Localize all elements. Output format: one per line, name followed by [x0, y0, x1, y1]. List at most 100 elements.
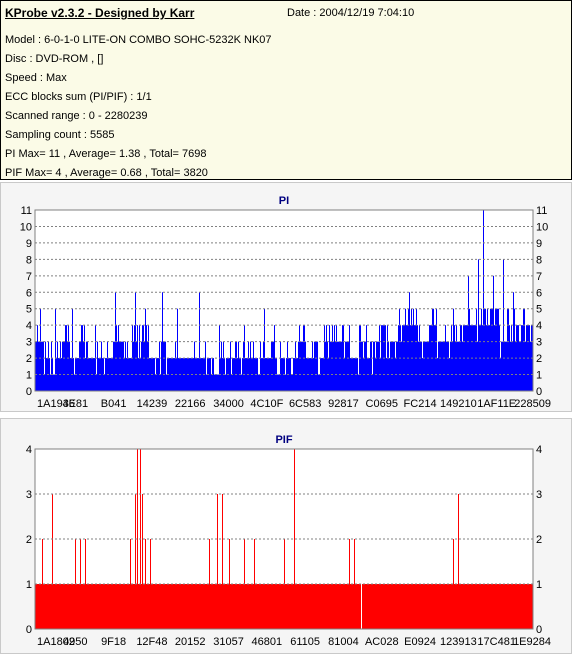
data-bar	[398, 584, 399, 629]
data-bar	[398, 325, 399, 391]
data-bar	[52, 494, 53, 629]
data-bar	[154, 584, 155, 629]
data-bar	[129, 358, 130, 391]
data-bar	[160, 584, 161, 629]
data-bar	[269, 358, 270, 391]
data-bar	[170, 358, 171, 391]
data-bar	[530, 341, 531, 391]
data-bar	[426, 584, 427, 629]
data-bar	[258, 584, 259, 629]
data-bar	[211, 584, 212, 629]
data-bar	[431, 584, 432, 629]
data-bar	[97, 584, 98, 629]
data-bar	[323, 584, 324, 629]
data-bar	[209, 358, 210, 391]
data-bar	[496, 584, 497, 629]
data-bar	[519, 584, 520, 629]
y-tick-label-left: 8	[26, 254, 32, 266]
data-bar	[527, 584, 528, 629]
data-bar	[447, 341, 448, 391]
data-bar	[416, 308, 417, 391]
data-bar	[54, 584, 55, 629]
data-bar	[99, 584, 100, 629]
data-bar	[121, 341, 122, 391]
data-bar	[199, 584, 200, 629]
data-bar	[417, 584, 418, 629]
data-bar	[105, 358, 106, 391]
data-bar	[141, 584, 142, 629]
data-bar	[126, 358, 127, 391]
data-bar	[349, 539, 350, 629]
data-bar	[50, 374, 51, 391]
data-bar	[369, 584, 370, 629]
data-bar	[463, 584, 464, 629]
pi-chart-panel: PI 0 0 1 1 2 2 3 3 4 4 5 5 6 6 7 7 8 8 9 9 10 10 11 11 1A1936 4E81…	[0, 182, 572, 412]
data-bar	[43, 584, 44, 629]
data-bar	[38, 584, 39, 629]
data-bar	[477, 341, 478, 391]
data-bar	[528, 584, 529, 629]
data-bar	[149, 584, 150, 629]
data-bar	[251, 584, 252, 629]
data-bar	[462, 584, 463, 629]
data-bar	[486, 584, 487, 629]
data-bar	[304, 584, 305, 629]
data-bar	[106, 584, 107, 629]
data-bar	[486, 325, 487, 391]
data-bar	[123, 341, 124, 391]
data-bar	[380, 584, 381, 629]
data-bar	[198, 584, 199, 629]
data-bar	[306, 584, 307, 629]
x-tick-label: E0924	[404, 636, 436, 648]
data-bar	[150, 539, 151, 629]
data-bar	[448, 341, 449, 391]
data-bar	[224, 584, 225, 629]
data-bar	[370, 341, 371, 391]
data-bar	[190, 584, 191, 629]
data-bar	[248, 341, 249, 391]
data-bar	[166, 374, 167, 391]
data-bar	[297, 358, 298, 391]
data-bar	[285, 584, 286, 629]
data-bar	[504, 341, 505, 391]
data-bar	[61, 358, 62, 391]
data-bar	[55, 584, 56, 629]
data-bar	[332, 584, 333, 629]
x-tick-label: 61105	[290, 636, 320, 648]
data-bar	[471, 584, 472, 629]
data-bar	[415, 584, 416, 629]
data-bar	[168, 584, 169, 629]
data-bar	[292, 374, 293, 391]
data-bar	[520, 584, 521, 629]
data-bar	[510, 341, 511, 391]
data-bar	[295, 584, 296, 629]
data-bar	[445, 584, 446, 629]
y-tick-label-right: 2	[536, 534, 542, 546]
data-bar	[512, 341, 513, 391]
data-bar	[326, 325, 327, 391]
data-bar	[361, 341, 362, 391]
data-bar	[37, 325, 38, 391]
data-bar	[245, 358, 246, 391]
data-bar	[236, 341, 237, 391]
data-bar	[110, 584, 111, 629]
data-bar	[270, 584, 271, 629]
x-tick-label: 1A1802	[37, 636, 75, 648]
data-bar	[514, 584, 515, 629]
data-bar	[366, 325, 367, 391]
data-bar	[453, 308, 454, 391]
data-bar	[305, 584, 306, 629]
data-bar	[172, 584, 173, 629]
data-bar	[113, 341, 114, 391]
data-bar	[301, 584, 302, 629]
data-bar	[349, 325, 350, 391]
data-bar	[363, 584, 364, 629]
data-bar	[202, 584, 203, 629]
data-bar	[530, 584, 531, 629]
data-bar	[481, 308, 482, 391]
data-bar	[250, 341, 251, 391]
y-tick-label-left: 6	[26, 287, 32, 299]
data-bar	[430, 584, 431, 629]
data-bar	[444, 584, 445, 629]
data-bar	[492, 584, 493, 629]
